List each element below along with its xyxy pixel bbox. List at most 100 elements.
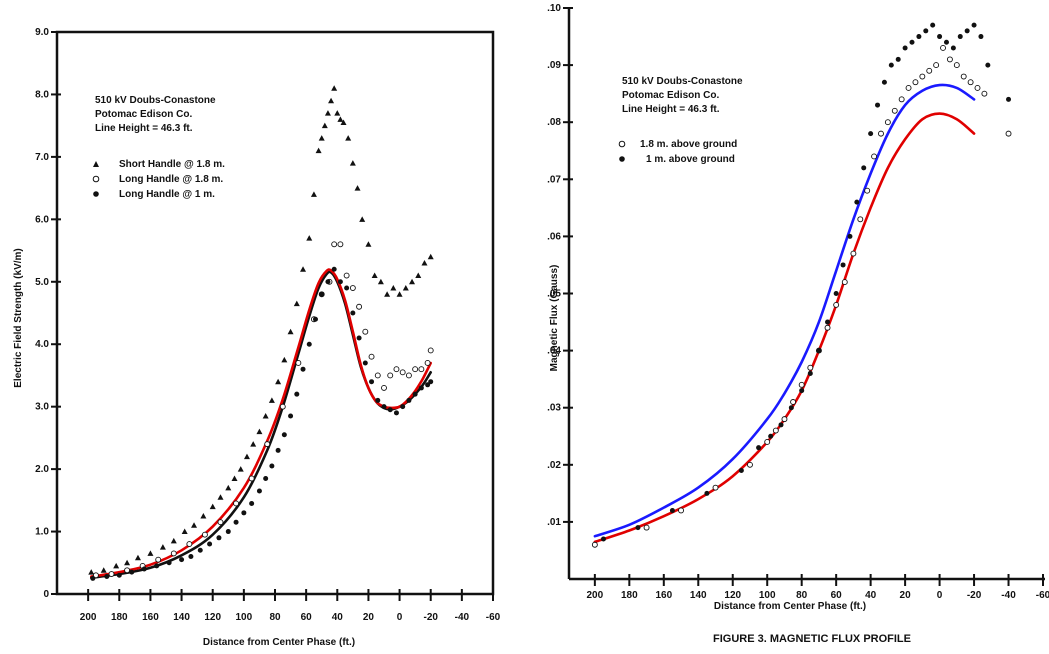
data-point-filled-circle bbox=[985, 62, 991, 68]
fitted-curve-1 bbox=[90, 270, 432, 580]
data-point-filled-circle bbox=[356, 335, 362, 341]
magnetic-flux-legend: 1.8 m. above ground 1 m. above ground bbox=[618, 139, 737, 165]
data-point-open-circle bbox=[678, 507, 684, 514]
data-point-filled-circle bbox=[197, 547, 203, 553]
data-point-filled-circle bbox=[971, 22, 977, 28]
data-point-filled-circle bbox=[428, 379, 434, 385]
y-tick-label: 3.0 bbox=[35, 402, 49, 413]
data-point-open-circle bbox=[108, 571, 115, 577]
data-point-open-circle bbox=[781, 416, 788, 423]
data-point-filled-circle bbox=[104, 574, 110, 580]
data-point-triangle bbox=[250, 441, 257, 447]
data-point-triangle bbox=[181, 528, 188, 535]
x-tick-label: 160 bbox=[655, 590, 672, 601]
x-tick-label: 60 bbox=[831, 590, 843, 601]
data-point-open-circle bbox=[933, 62, 940, 69]
magnetic-flux-x-axis-label: Distance from Center Phase (ft.) bbox=[714, 601, 866, 612]
data-point-filled-circle bbox=[957, 34, 963, 40]
magnetic-flux-annotation-line-2: Potomac Edison Co. bbox=[622, 90, 719, 101]
data-point-filled-circle bbox=[400, 404, 406, 410]
data-point-triangle bbox=[134, 554, 141, 561]
y-tick-label: 0 bbox=[43, 589, 49, 600]
data-point-open-circle bbox=[170, 550, 177, 557]
data-point-filled-circle bbox=[807, 370, 813, 376]
electric-field-chart-points bbox=[88, 85, 434, 581]
data-point-filled-circle bbox=[241, 510, 247, 516]
data-point-triangle bbox=[396, 291, 403, 297]
data-point-triangle bbox=[390, 285, 397, 291]
magnetic-flux-annotation-line-1: 510 kV Doubs-Conastone bbox=[622, 76, 743, 87]
data-point-open-circle bbox=[981, 90, 988, 97]
data-point-filled-circle bbox=[943, 39, 949, 45]
data-point-open-circle bbox=[833, 301, 840, 308]
data-point-filled-circle bbox=[249, 500, 255, 506]
data-point-filled-circle bbox=[861, 165, 867, 171]
data-point-triangle bbox=[377, 278, 384, 285]
legend-marker-open-circle bbox=[92, 175, 100, 183]
data-point-open-circle bbox=[884, 119, 891, 126]
data-point-open-circle bbox=[946, 56, 953, 63]
data-point-triangle bbox=[331, 85, 338, 91]
data-point-triangle bbox=[100, 567, 107, 573]
data-point-filled-circle bbox=[881, 79, 887, 85]
data-point-open-circle bbox=[374, 372, 381, 379]
x-tick-label: -20 bbox=[423, 612, 438, 623]
data-point-open-circle bbox=[217, 519, 224, 526]
x-tick-label: -20 bbox=[967, 590, 982, 601]
x-tick-label: -40 bbox=[1001, 590, 1016, 601]
data-point-open-circle bbox=[940, 45, 946, 51]
x-tick-label: 180 bbox=[621, 590, 638, 601]
y-tick-label: 7.0 bbox=[35, 152, 49, 163]
magnetic-flux-annotation-line-3: Line Height = 46.3 ft. bbox=[622, 104, 720, 115]
data-point-triangle bbox=[231, 475, 238, 481]
legend-label-1m: 1 m. above ground bbox=[646, 154, 735, 165]
data-point-triangle bbox=[262, 413, 269, 419]
data-point-open-circle bbox=[898, 96, 905, 103]
data-point-open-circle bbox=[764, 439, 771, 445]
data-point-triangle bbox=[113, 562, 120, 569]
data-point-filled-circle bbox=[362, 360, 368, 366]
data-point-filled-circle bbox=[738, 468, 744, 474]
data-point-open-circle bbox=[387, 372, 394, 379]
data-point-triangle bbox=[275, 378, 282, 385]
data-point-open-circle bbox=[393, 366, 400, 373]
data-point-filled-circle bbox=[669, 507, 675, 513]
data-point-open-circle bbox=[857, 216, 864, 223]
y-tick-label: .08 bbox=[547, 117, 561, 128]
data-point-triangle bbox=[359, 216, 366, 222]
data-point-filled-circle bbox=[704, 490, 710, 496]
data-point-triangle bbox=[415, 272, 422, 279]
data-point-filled-circle bbox=[300, 366, 306, 372]
data-point-open-circle bbox=[424, 360, 431, 366]
data-point-triangle bbox=[421, 260, 428, 266]
data-point-filled-circle bbox=[256, 488, 262, 494]
data-point-filled-circle bbox=[331, 266, 337, 272]
data-point-filled-circle bbox=[888, 62, 894, 68]
data-point-filled-circle bbox=[799, 388, 805, 394]
data-point-filled-circle bbox=[868, 131, 874, 137]
y-tick-label: .03 bbox=[547, 403, 561, 414]
data-point-open-circle bbox=[233, 500, 240, 507]
data-point-triangle bbox=[200, 512, 207, 519]
data-point-open-circle bbox=[953, 62, 960, 69]
fitted-curve-2 bbox=[90, 268, 432, 578]
data-point-filled-circle bbox=[600, 536, 606, 542]
data-point-open-circle bbox=[850, 250, 857, 257]
legend-marker-filled-circle bbox=[619, 156, 625, 162]
x-tick-label: 140 bbox=[690, 590, 707, 601]
legend-label-long-handle-1-8: Long Handle @ 1.8 m. bbox=[119, 174, 223, 185]
data-point-open-circle bbox=[960, 73, 967, 80]
data-point-open-circle bbox=[878, 130, 884, 137]
data-point-filled-circle bbox=[325, 279, 331, 285]
data-point-filled-circle bbox=[288, 413, 294, 419]
data-point-filled-circle bbox=[833, 291, 839, 296]
data-point-triangle bbox=[321, 122, 328, 129]
data-point-open-circle bbox=[824, 324, 831, 331]
data-point-filled-circle bbox=[369, 379, 375, 385]
data-point-open-circle bbox=[331, 241, 338, 248]
x-tick-label: 180 bbox=[111, 612, 128, 623]
data-point-open-circle bbox=[295, 360, 302, 366]
x-tick-label: -60 bbox=[1036, 590, 1049, 601]
data-point-open-circle bbox=[427, 347, 434, 354]
data-point-filled-circle bbox=[854, 199, 860, 205]
